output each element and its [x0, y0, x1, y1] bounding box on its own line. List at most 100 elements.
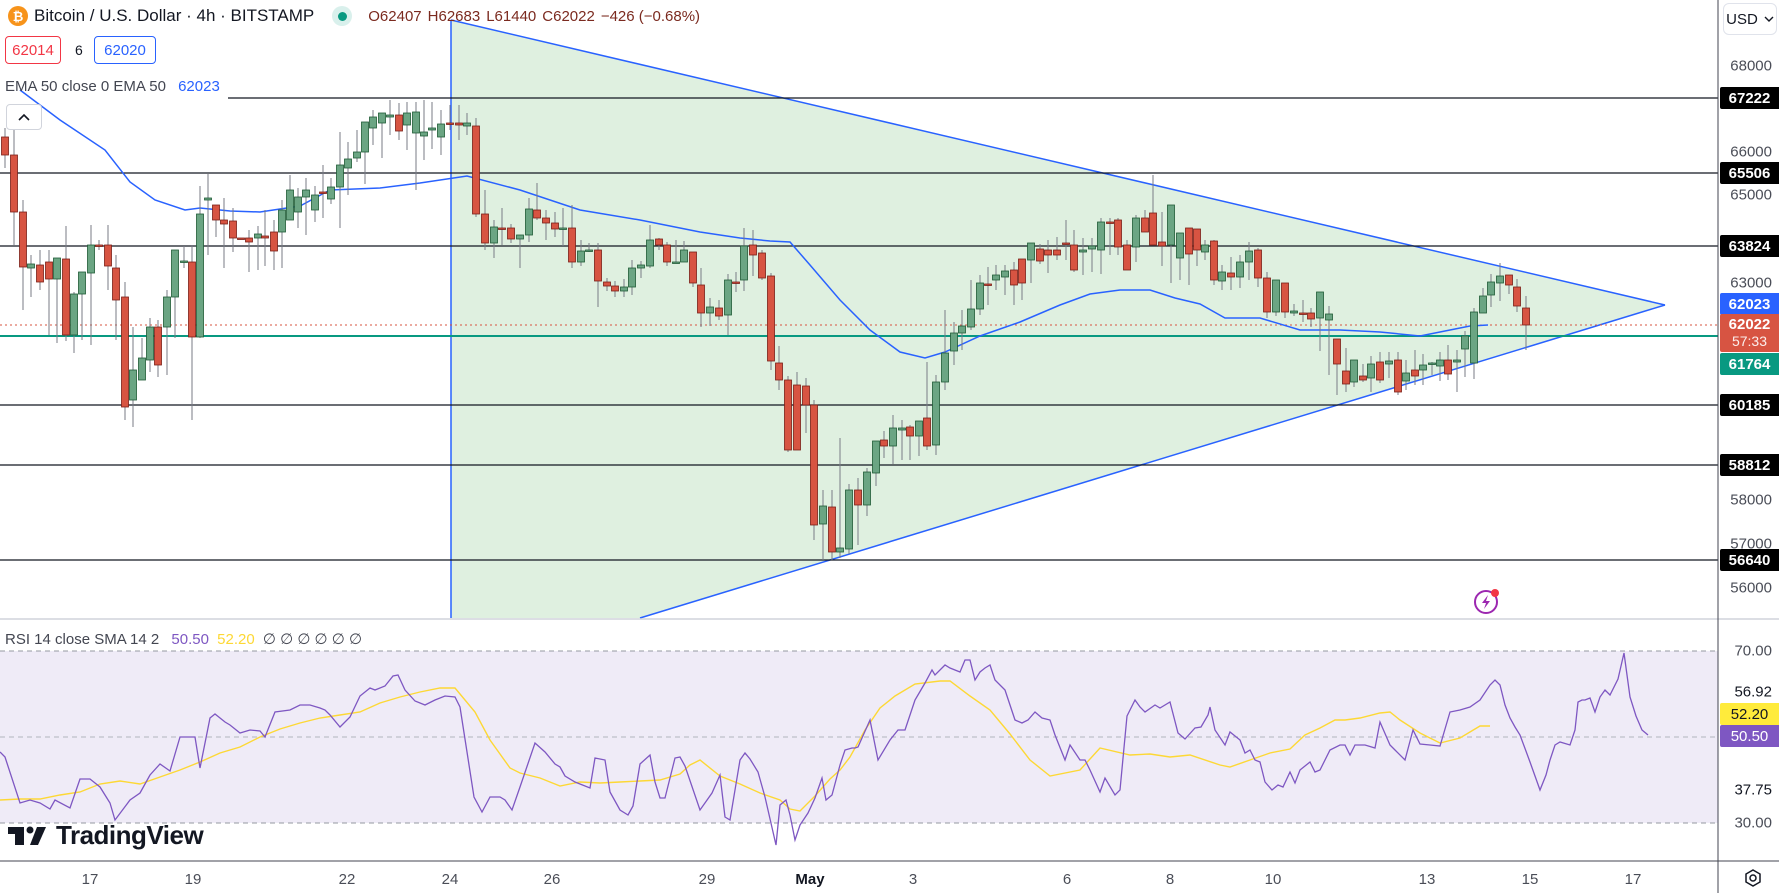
candle [245, 237, 253, 243]
candle [455, 122, 463, 126]
candle [1299, 312, 1307, 315]
time-tick: May [795, 871, 825, 888]
market-status-icon[interactable] [332, 6, 353, 26]
ohlc-change: −426 (−0.68%) [600, 7, 701, 25]
last-price-value: 62022 [1728, 316, 1771, 333]
candle [1281, 282, 1289, 313]
candle [967, 308, 975, 328]
ema-price-tag: 62023 [1720, 293, 1779, 315]
candle [932, 381, 940, 446]
candle [1428, 362, 1436, 365]
candle [378, 112, 386, 124]
rsi-legend[interactable]: RSI 14 close SMA 14 2 50.50 52.20 ∅ ∅ ∅ … [5, 630, 362, 648]
candle [533, 209, 541, 219]
candle [1097, 221, 1105, 251]
time-tick: 6 [1062, 871, 1072, 888]
candle [1444, 359, 1452, 375]
candle [463, 122, 471, 127]
candle [278, 209, 286, 233]
candle [1088, 245, 1096, 250]
candle [1359, 375, 1367, 381]
candle [1376, 361, 1384, 381]
time-tick: 15 [1521, 871, 1539, 888]
candle [655, 238, 663, 246]
candle [270, 231, 278, 252]
candle [36, 264, 44, 283]
rsi-sma-tag: 52.20 [1720, 703, 1779, 725]
candle [775, 362, 783, 381]
collapse-legend-button[interactable] [6, 104, 42, 130]
sell-price-button[interactable]: 62014 [5, 36, 61, 64]
candle [154, 326, 162, 366]
triangle-pattern [451, 20, 1665, 618]
triangle-upper-edge [450, 19, 1666, 306]
candle [1044, 249, 1052, 256]
candle [121, 296, 129, 408]
candle [95, 244, 103, 247]
lightning-icon [1474, 589, 1499, 614]
ohlc-values: O62407 H62683 L61440 C62022 −426 (−0.68%) [368, 8, 706, 25]
chart-settings-button[interactable] [1740, 866, 1766, 890]
candle [802, 385, 810, 406]
time-tick: 26 [543, 871, 561, 888]
candle [793, 384, 801, 451]
candle [1236, 261, 1244, 278]
candle [872, 440, 880, 474]
candle [1385, 360, 1393, 365]
candle [1053, 249, 1061, 256]
candle [254, 233, 262, 239]
candle [732, 281, 740, 284]
candle [403, 112, 411, 126]
flash-alert-button[interactable] [1472, 586, 1502, 616]
candle [767, 275, 775, 362]
symbol-title[interactable]: Bitcoin / U.S. Dollar · 4h · BITSTAMP [34, 6, 315, 25]
candle [819, 505, 827, 525]
ema-legend[interactable]: EMA 50 close 0 EMA 50 62023 [5, 78, 220, 95]
candle [1496, 275, 1504, 284]
candle [1307, 312, 1315, 320]
candle [628, 267, 636, 288]
settings-icon [1745, 869, 1761, 887]
ema-label: EMA 50 close 0 EMA 50 [5, 78, 166, 95]
candle [637, 264, 645, 269]
currency-select[interactable]: USD [1723, 3, 1777, 35]
candle [1325, 313, 1333, 321]
tradingview-logo[interactable]: TradingView [8, 820, 204, 851]
candle [923, 417, 931, 447]
level-tag-58812: 58812 [1720, 454, 1779, 476]
candle [369, 116, 377, 129]
ohlc-high: H62683 [427, 7, 481, 25]
candle [941, 352, 949, 383]
rsi-label: RSI 14 close SMA 14 2 [5, 631, 160, 648]
candle [1018, 258, 1026, 284]
candle [1461, 335, 1469, 350]
candle [302, 189, 310, 198]
candle [1036, 248, 1044, 262]
green-level-tag: 61764 [1720, 353, 1779, 375]
rsi-sma-line [0, 680, 1490, 812]
time-tick: 17 [81, 871, 99, 888]
candle [53, 257, 61, 280]
rsi-line [0, 652, 1649, 846]
candle [1394, 359, 1402, 393]
candle [180, 260, 188, 263]
candle [87, 244, 95, 274]
candle [27, 263, 35, 269]
candle [446, 122, 454, 125]
candle [984, 283, 992, 286]
buy-price-button[interactable]: 62020 [94, 36, 156, 64]
time-tick: 19 [184, 871, 202, 888]
candle [1201, 244, 1209, 253]
time-tick: 24 [441, 871, 459, 888]
rsi-value-tag: 50.50 [1720, 725, 1779, 747]
spread-value: 6 [75, 42, 83, 58]
candle [603, 281, 611, 287]
candle [620, 286, 628, 292]
ohlc-low: L61440 [486, 7, 537, 25]
candle [1263, 277, 1271, 313]
bitcoin-icon: ₿ [8, 6, 28, 26]
candle [958, 325, 966, 334]
candle [1218, 271, 1226, 282]
chevron-down-icon [1764, 16, 1774, 22]
